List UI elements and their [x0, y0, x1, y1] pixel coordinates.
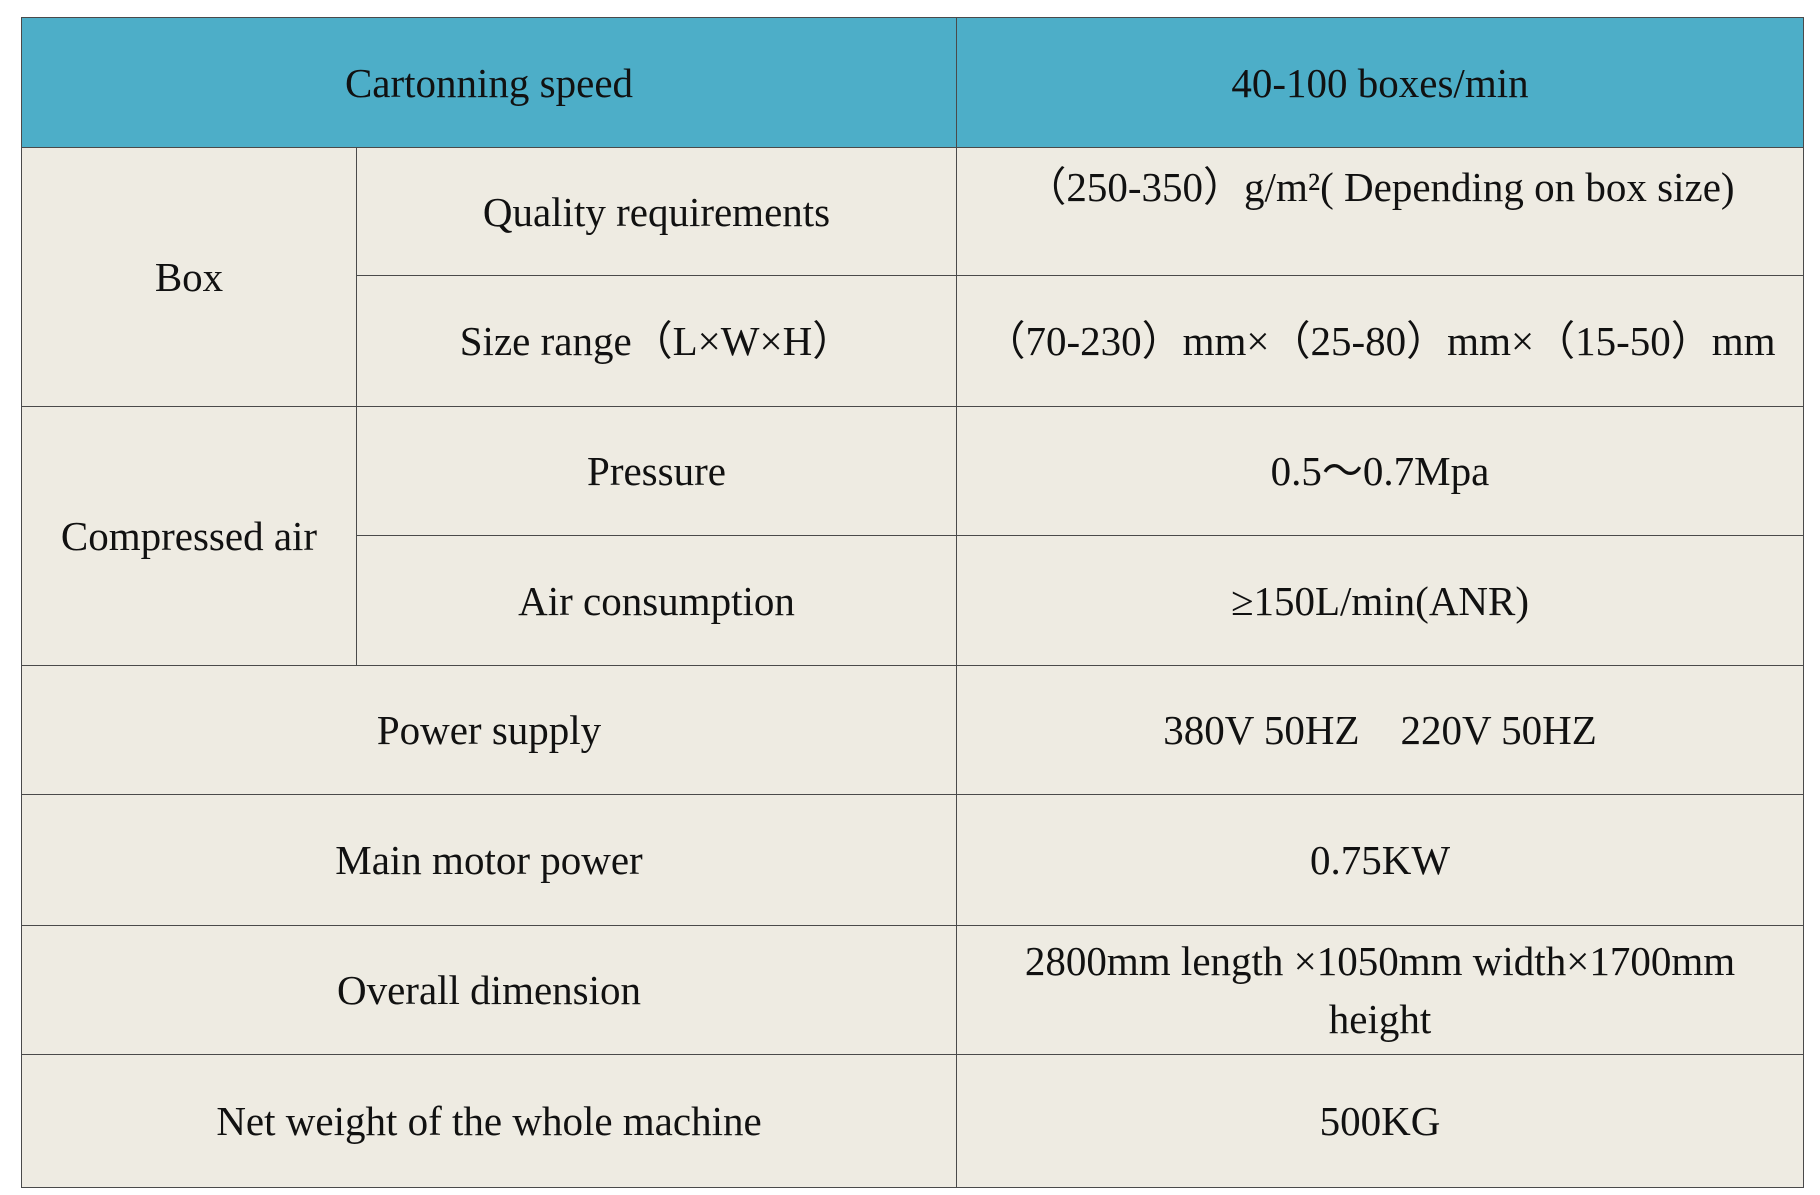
table-row-cartonning-speed: Cartonning speed 40-100 boxes/min: [21, 17, 1804, 148]
table-row-main-motor: Main motor power 0.75KW: [21, 794, 1804, 926]
specification-table: Cartonning speed 40-100 boxes/min Box Qu…: [21, 17, 1804, 1188]
size-range-value: （70-230）mm×（25-80）mm×（15-50）mm: [956, 275, 1804, 407]
table-row-box-size: Size range（L×W×H） （70-230）mm×（25-80）mm×（…: [22, 275, 1804, 407]
net-weight-value: 500KG: [956, 1054, 1804, 1188]
overall-dimension-value: 2800mm length ×1050mm width×1700mm heigh…: [956, 925, 1804, 1055]
cartonning-speed-label: Cartonning speed: [21, 17, 957, 148]
size-range-label: Size range（L×W×H）: [356, 275, 957, 407]
power-supply-label: Power supply: [21, 665, 957, 795]
compressed-air-group-label: Compressed air: [21, 406, 357, 666]
overall-dimension-label: Overall dimension: [21, 925, 957, 1055]
main-motor-power-label: Main motor power: [21, 794, 957, 926]
table-row-net-weight: Net weight of the whole machine 500KG: [21, 1054, 1804, 1188]
cartonning-speed-value: 40-100 boxes/min: [956, 17, 1804, 148]
pressure-label: Pressure: [356, 406, 957, 536]
pressure-value: 0.5～0.7Mpa: [956, 406, 1804, 536]
table-row-overall-dimension: Overall dimension 2800mm length ×1050mm …: [21, 925, 1804, 1055]
table-row-box-quality: Box Quality requirements （250-350）g/m²( …: [21, 147, 1804, 407]
table-row-power-supply: Power supply 380V 50HZ 220V 50HZ: [21, 665, 1804, 795]
net-weight-label: Net weight of the whole machine: [21, 1054, 957, 1188]
quality-requirements-label: Quality requirements: [356, 147, 957, 276]
quality-requirements-value: （250-350）g/m²( Depending on box size): [956, 147, 1804, 276]
box-group-label: Box: [21, 147, 357, 407]
air-consumption-value: ≥150L/min(ANR): [956, 535, 1804, 666]
main-motor-power-value: 0.75KW: [956, 794, 1804, 926]
table-row-air-pressure: Compressed air Pressure 0.5～0.7Mpa: [21, 406, 1804, 666]
air-consumption-label: Air consumption: [356, 535, 957, 666]
power-supply-value: 380V 50HZ 220V 50HZ: [956, 665, 1804, 795]
table-row-air-consumption: Air consumption ≥150L/min(ANR): [22, 535, 1804, 666]
